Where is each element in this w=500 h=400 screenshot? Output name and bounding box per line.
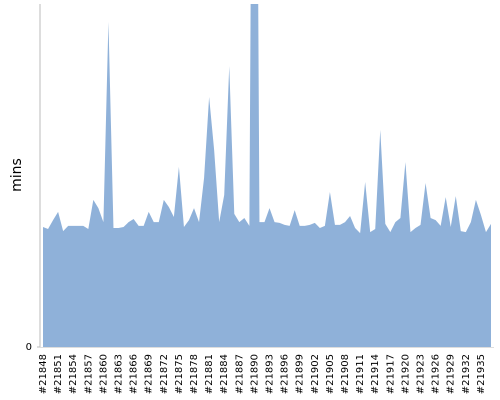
x-tick-label: #21899: [295, 354, 306, 394]
x-tick-label: #21908: [340, 354, 351, 394]
x-tick-label: #21881: [204, 354, 215, 394]
x-tick-label: #21911: [355, 354, 366, 394]
y-tick-label: 0: [26, 342, 32, 353]
x-tick-label: #21932: [461, 354, 472, 394]
x-tick-label: #21854: [68, 354, 79, 394]
x-tick-label: #21920: [400, 354, 411, 394]
y-axis-title: mins: [9, 158, 25, 192]
x-tick-label: #21917: [385, 354, 396, 394]
x-tick-label: #21926: [431, 354, 442, 394]
x-tick-label: #21890: [249, 354, 260, 394]
x-tick-label: #21923: [416, 354, 427, 394]
x-tick-label: #21905: [325, 354, 336, 394]
x-tick-label: #21887: [234, 354, 245, 394]
x-tick-label: #21884: [219, 354, 230, 394]
x-tick-label: #21863: [114, 354, 125, 394]
x-tick-label: #21896: [280, 354, 291, 394]
x-tick-label: #21929: [446, 354, 457, 394]
x-tick-label: #21875: [174, 354, 185, 394]
x-tick-label: #21878: [189, 354, 200, 394]
x-tick-label: #21902: [310, 354, 321, 394]
x-tick-label: #21857: [83, 354, 94, 394]
x-tick-label: #21893: [265, 354, 276, 394]
plot-area: [43, 4, 491, 347]
x-tick-label: #21860: [98, 354, 109, 394]
x-tick-label: #21914: [370, 354, 381, 394]
x-tick-label: #21869: [144, 354, 155, 394]
x-tick-label: #21872: [159, 354, 170, 394]
x-tick-label: #21851: [53, 354, 64, 394]
x-tick-label: #21866: [129, 354, 140, 394]
x-tick-label: #21848: [38, 354, 49, 394]
x-tick-label: #21935: [476, 354, 487, 394]
area: [43, 4, 491, 347]
